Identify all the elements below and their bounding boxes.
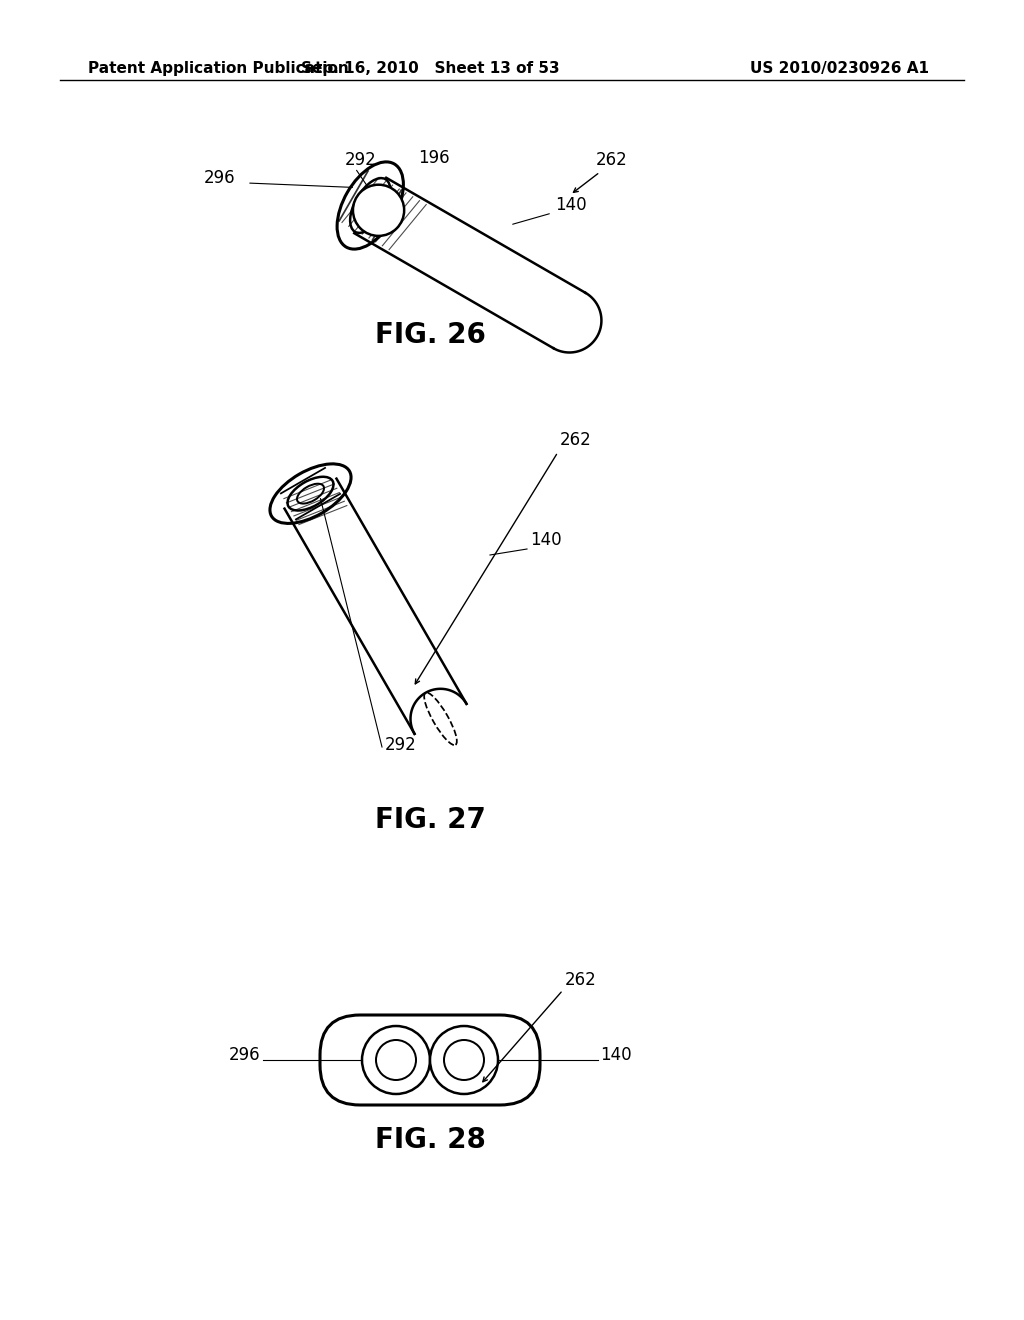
- Circle shape: [353, 185, 404, 236]
- Text: 292: 292: [345, 150, 377, 169]
- Text: 196: 196: [418, 149, 450, 168]
- Text: Sep. 16, 2010   Sheet 13 of 53: Sep. 16, 2010 Sheet 13 of 53: [301, 61, 559, 75]
- Text: 262: 262: [565, 972, 597, 989]
- Text: 140: 140: [600, 1045, 632, 1064]
- Circle shape: [444, 1040, 484, 1080]
- Text: FIG. 28: FIG. 28: [375, 1126, 485, 1154]
- Text: 140: 140: [530, 531, 561, 549]
- Text: 296: 296: [228, 1045, 260, 1064]
- Text: US 2010/0230926 A1: US 2010/0230926 A1: [750, 61, 929, 75]
- Text: 262: 262: [560, 432, 592, 449]
- FancyBboxPatch shape: [319, 1015, 540, 1105]
- Text: 292: 292: [385, 737, 417, 754]
- Text: 140: 140: [555, 195, 587, 214]
- Text: 296: 296: [204, 169, 234, 187]
- Ellipse shape: [288, 477, 334, 511]
- Text: FIG. 27: FIG. 27: [375, 807, 485, 834]
- Text: Patent Application Publication: Patent Application Publication: [88, 61, 349, 75]
- Circle shape: [376, 1040, 416, 1080]
- Text: 262: 262: [596, 150, 628, 169]
- Ellipse shape: [297, 483, 324, 503]
- Circle shape: [362, 1026, 430, 1094]
- Circle shape: [430, 1026, 498, 1094]
- Ellipse shape: [350, 178, 390, 232]
- Text: FIG. 26: FIG. 26: [375, 321, 485, 348]
